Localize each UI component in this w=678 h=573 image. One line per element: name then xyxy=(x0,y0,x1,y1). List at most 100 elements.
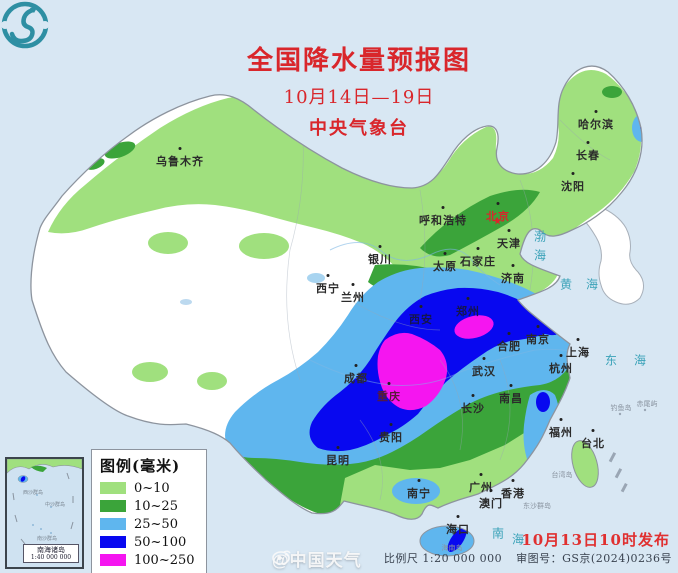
inset-map xyxy=(7,459,82,559)
legend-item: 25~50 xyxy=(100,515,198,533)
taiwan-island xyxy=(571,440,599,488)
city-dot xyxy=(594,110,598,113)
city-dot xyxy=(571,172,575,175)
city-label-长春: 长春 xyxy=(576,141,600,163)
city-label-银川: 银川 xyxy=(368,245,392,267)
city-dot xyxy=(178,147,182,150)
city-dot xyxy=(586,141,590,144)
city-dot xyxy=(482,357,486,360)
legend-item: 100~250 xyxy=(100,551,198,569)
island-label: 台湾岛 xyxy=(551,471,573,479)
band-50-100-spot xyxy=(536,392,550,412)
south-china-sea-inset: 西沙群岛 中沙群岛 南沙群岛 南海诸岛 1:40 000 000 xyxy=(5,457,84,569)
legend-item: 10~25 xyxy=(100,497,198,515)
credits-row: 比例尺 1:20 000 000 审图号：GS京(2024)0236号 xyxy=(384,550,672,566)
city-dot xyxy=(387,382,391,385)
sea-label: 海 xyxy=(533,248,547,263)
city-dot xyxy=(326,274,330,277)
sea-label: 渤 xyxy=(533,229,547,244)
legend-swatch xyxy=(100,554,126,566)
legend-box: 图例(毫米) 0~10 10~25 25~50 50~100 100~250 xyxy=(91,449,207,573)
city-dot xyxy=(591,429,595,432)
sea-label: 海 xyxy=(633,353,647,368)
legend-range-label: 100~250 xyxy=(134,552,195,568)
city-label-重庆: 重庆 xyxy=(377,382,401,404)
sea-label: 东 xyxy=(604,353,618,368)
city-label-西安: 西安 xyxy=(409,305,433,327)
city-label-沈阳: 沈阳 xyxy=(561,172,585,194)
island-label: 东沙群岛 xyxy=(523,502,551,510)
legend-swatch xyxy=(100,518,126,530)
city-label-南京: 南京 xyxy=(526,325,550,347)
band-100-250-main xyxy=(377,332,448,411)
band-100-250-small xyxy=(454,315,494,339)
city-label-台北: 台北 xyxy=(581,429,605,451)
city-label-广州: 广州 xyxy=(469,473,493,495)
city-label-福州: 福州 xyxy=(549,418,573,440)
release-time: 10月13日10时发布 xyxy=(521,531,670,549)
city-dot xyxy=(559,354,563,357)
city-dot xyxy=(456,515,460,518)
legend-swatch xyxy=(100,482,126,494)
band-0-10-patch xyxy=(132,362,168,382)
legend-range-label: 25~50 xyxy=(134,516,178,532)
city-label-长沙: 长沙 xyxy=(461,394,485,416)
band-10-25-north-1 xyxy=(420,189,540,257)
city-dot xyxy=(511,264,515,267)
city-label-兰州: 兰州 xyxy=(341,283,365,305)
city-label-成都: 成都 xyxy=(344,364,368,386)
island-label: 赤尾屿 xyxy=(636,400,658,408)
city-dot xyxy=(417,479,421,482)
legend-swatch xyxy=(100,536,126,548)
capital-star-icon: ★ xyxy=(493,217,503,227)
band-50-100-hainan xyxy=(447,528,467,552)
city-dot xyxy=(489,489,493,492)
cma-dragon-logo xyxy=(1,1,49,49)
city-dot xyxy=(509,384,513,387)
band-0-10-south-coast xyxy=(340,428,548,522)
legend-range-label: 0~10 xyxy=(134,480,170,496)
city-label-海口: 海口 xyxy=(446,515,470,537)
city-dot xyxy=(496,202,500,205)
city-label-哈尔滨: 哈尔滨 xyxy=(578,110,614,132)
inset-scale: 1:40 000 000 xyxy=(30,554,72,561)
legend-range-label: 50~100 xyxy=(134,534,187,550)
city-label-西宁: 西宁 xyxy=(316,274,340,296)
city-dot xyxy=(476,247,480,250)
china-coastline xyxy=(30,65,643,520)
inset-tiny-label: 西沙群岛 xyxy=(23,490,44,496)
city-dot xyxy=(378,245,382,248)
sea-label: 黄 xyxy=(559,277,573,292)
city-dot xyxy=(466,297,470,300)
band-0-10-patch xyxy=(197,372,227,390)
city-label-武汉: 武汉 xyxy=(472,357,496,379)
city-dot xyxy=(559,418,563,421)
city-dot xyxy=(351,283,355,286)
city-label-太原: 太原 xyxy=(433,252,457,274)
city-dot xyxy=(389,423,393,426)
inset-tiny-label: 南沙群岛 xyxy=(37,536,58,542)
small-islands xyxy=(608,408,647,493)
city-dot xyxy=(536,325,540,328)
watermark-text: @中国天气 xyxy=(272,551,362,570)
sea-label: 海 xyxy=(511,532,525,547)
city-dot xyxy=(441,206,445,209)
yellow-river xyxy=(329,242,501,286)
city-label-杭州: 杭州 xyxy=(549,354,573,376)
legend-item: 0~10 xyxy=(100,479,198,497)
city-dot xyxy=(511,479,515,482)
band-0-10-north xyxy=(48,69,642,310)
yangtze-river xyxy=(309,348,573,386)
city-dot xyxy=(443,252,447,255)
legend-item: 50~100 xyxy=(100,533,198,551)
city-label-石家庄: 石家庄 xyxy=(460,247,496,269)
city-label-郑州: 郑州 xyxy=(456,297,480,319)
city-dot xyxy=(479,473,483,476)
city-label-南昌: 南昌 xyxy=(499,384,523,406)
province-borders xyxy=(286,99,611,501)
legend-title: 图例(毫米) xyxy=(100,457,181,475)
city-dot xyxy=(354,364,358,367)
qinghai-lake xyxy=(307,273,325,283)
